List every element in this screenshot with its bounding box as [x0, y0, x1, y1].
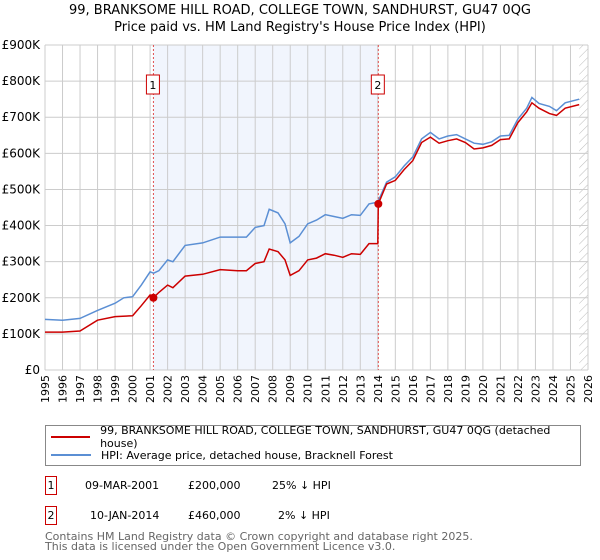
- x-tick-label: 2015: [389, 375, 402, 403]
- legend-swatch-hpi: [51, 454, 91, 456]
- legend-label-hpi: HPI: Average price, detached house, Brac…: [101, 448, 393, 462]
- transaction-date: 09-MAR-2001: [85, 479, 160, 492]
- y-tick-label: £200K: [2, 291, 42, 305]
- y-tick-label: £300K: [2, 255, 42, 269]
- y-tick-label: £0: [25, 363, 40, 377]
- x-tick-label: 2008: [267, 375, 280, 403]
- sale-label: 1: [149, 79, 156, 92]
- x-tick-label: 2001: [144, 375, 157, 403]
- chart-subtitle: Price paid vs. HM Land Registry's House …: [114, 20, 486, 35]
- x-tick-label: 2014: [372, 375, 385, 403]
- sale-label-box: [370, 74, 385, 95]
- hpi-line: [44, 96, 580, 321]
- chart-title: 99, BRANKSOME HILL ROAD, COLLEGE TOWN, S…: [68, 3, 532, 18]
- x-tick-label: 2007: [249, 375, 262, 403]
- transaction-hpi: 25% ↓ HPI: [272, 479, 331, 492]
- x-tick-label: 2024: [547, 375, 560, 403]
- x-tick-label: 1998: [92, 375, 105, 403]
- x-tick-label: 2025: [564, 375, 577, 403]
- x-tick-label: 1996: [57, 375, 70, 403]
- y-tick-label: £400K: [2, 219, 42, 233]
- x-tick-label: 2000: [127, 375, 140, 403]
- x-tick-label: 2002: [162, 375, 175, 403]
- legend-label-property: 99, BRANKSOME HILL ROAD, COLLEGE TOWN, S…: [100, 424, 551, 450]
- y-tick-label: £100K: [2, 327, 42, 341]
- x-tick-label: 1997: [74, 375, 87, 403]
- x-tick-label: 1999: [109, 375, 122, 403]
- transaction-price: £460,000: [188, 509, 241, 522]
- x-tick-label: 2016: [407, 375, 420, 403]
- footer-licence: This data is licensed under the Open Gov…: [45, 540, 396, 553]
- transaction-badge: 1: [45, 476, 57, 495]
- x-tick-label: 2009: [284, 375, 297, 403]
- forecast-hatch-region: [579, 45, 588, 370]
- x-tick-label: 2003: [179, 375, 192, 403]
- y-tick-label: £700K: [2, 110, 42, 124]
- sale-point: [374, 199, 383, 208]
- x-tick-label: 2012: [337, 375, 350, 403]
- x-tick-label: 2006: [232, 375, 245, 403]
- sale-label: 2: [374, 79, 381, 92]
- transaction-badge: 2: [45, 506, 57, 525]
- y-tick-label: £600K: [2, 146, 42, 160]
- y-tick-label: £800K: [2, 74, 42, 88]
- ownership-shaded-region: [153, 45, 379, 370]
- transaction-hpi: 2% ↓ HPI: [278, 509, 330, 522]
- transaction-date: 10-JAN-2014: [90, 509, 160, 522]
- legend-swatch-property: [51, 436, 91, 438]
- price-chart: 1995 1996 1997 1998 1999 2000 2001 2002 2003 2004…: [2, 38, 595, 403]
- x-tick-label: 2017: [424, 375, 437, 403]
- footer-copyright: Contains HM Land Registry data © Crown c…: [45, 530, 473, 543]
- transaction-price: £200,000: [188, 479, 241, 492]
- x-tick-label: 1995: [39, 375, 52, 403]
- x-tick-label: 2020: [477, 375, 490, 403]
- y-tick-label: £900K: [2, 38, 42, 52]
- transaction-row: 1 09-MAR-2001 £200,000 25% ↓ HPI: [45, 476, 445, 496]
- x-tick-label: 2018: [442, 375, 455, 403]
- property-price-line: [45, 101, 580, 333]
- x-tick-label: 2004: [197, 375, 210, 403]
- x-tick-label: 2022: [512, 375, 525, 403]
- x-tick-label: 2019: [459, 375, 472, 403]
- x-tick-label: 2026: [582, 375, 595, 403]
- transaction-row: 2 10-JAN-2014 £460,000 2% ↓ HPI: [45, 506, 445, 526]
- x-tick-label: 2005: [214, 375, 227, 403]
- sale-point: [149, 293, 158, 302]
- x-tick-label: 2021: [494, 375, 507, 403]
- x-tick-label: 2013: [354, 375, 367, 403]
- x-tick-label: 2010: [302, 375, 315, 403]
- y-tick-label: £500K: [2, 182, 42, 196]
- sale-label-box: [145, 74, 160, 95]
- x-tick-label: 2011: [319, 375, 332, 403]
- legend: 99, BRANKSOME HILL ROAD, COLLEGE TOWN, S…: [45, 424, 581, 466]
- x-tick-label: 2023: [529, 375, 542, 403]
